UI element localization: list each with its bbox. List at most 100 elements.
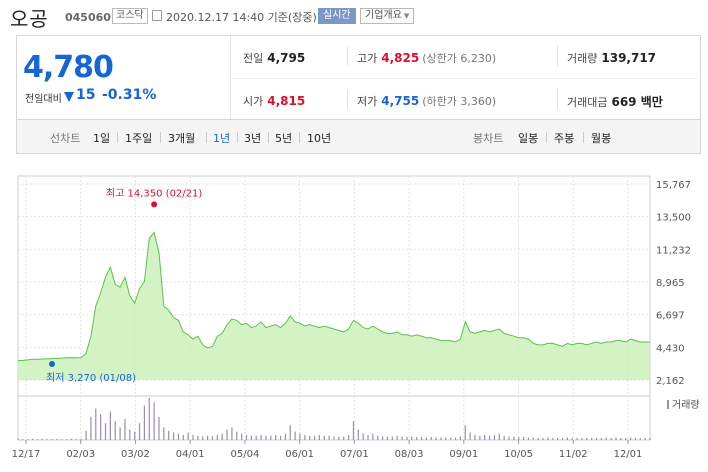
volume-bar bbox=[318, 434, 321, 440]
volume-bar bbox=[304, 434, 306, 440]
low-marker bbox=[49, 361, 55, 368]
stock-header: 오공 045060 코스닥 2020.12.17 14:40 기준(장중) 실시… bbox=[0, 0, 708, 31]
volume-bar bbox=[309, 435, 311, 440]
tab-1w[interactable]: 1주일 bbox=[125, 132, 153, 145]
volume-label: 거래량 bbox=[567, 52, 598, 65]
divider bbox=[347, 46, 348, 66]
tab-weekly[interactable]: 주봉 bbox=[554, 132, 575, 145]
volume-bar bbox=[51, 439, 53, 440]
tab-5y[interactable]: 5년 bbox=[275, 132, 293, 145]
tab-3m[interactable]: 3개월 bbox=[168, 132, 196, 145]
volume-bar bbox=[386, 436, 389, 440]
volume-bar bbox=[284, 433, 286, 440]
volume-bar bbox=[90, 416, 92, 440]
volume-bar bbox=[435, 437, 437, 440]
volume-bar bbox=[620, 437, 622, 440]
amount-cell: 거래대금 669 백만 bbox=[567, 93, 663, 110]
volume-bar bbox=[561, 437, 564, 440]
volume-bar bbox=[70, 438, 73, 440]
open-value: 4,815 bbox=[267, 94, 306, 108]
volume-bar bbox=[532, 437, 534, 440]
volume-bar bbox=[241, 433, 243, 440]
volume-bar bbox=[124, 419, 126, 440]
volume-bar bbox=[377, 435, 379, 440]
volume-bar bbox=[352, 421, 355, 440]
divider bbox=[546, 132, 547, 143]
volume-bar bbox=[488, 435, 491, 440]
volume-bar bbox=[440, 437, 442, 440]
divider bbox=[583, 132, 584, 143]
volume-bar bbox=[289, 425, 291, 440]
price-area bbox=[18, 232, 650, 380]
volume-bar bbox=[552, 437, 554, 440]
volume-bar bbox=[396, 435, 398, 440]
volume-bar bbox=[649, 437, 651, 440]
tab-1y[interactable]: 1년 bbox=[213, 132, 231, 145]
x-tick-label: 12/17 bbox=[12, 449, 41, 460]
volume-bar bbox=[347, 434, 350, 440]
y-tick-label: 8,965 bbox=[656, 278, 685, 289]
volume-bar bbox=[245, 434, 248, 440]
volume-bar bbox=[323, 435, 325, 440]
volume-bar bbox=[425, 437, 427, 440]
tab-monthly[interactable]: 월봉 bbox=[591, 132, 612, 145]
quote-panel: 4,780 전일대비 15 -0.31% 전일 4,795 고가 4,825 (상한가… bbox=[16, 35, 701, 120]
volume-bar bbox=[479, 435, 481, 440]
high-annotation: 최고 14,350 (02/21) bbox=[106, 187, 202, 199]
quote-row-1: 전일 4,795 고가 4,825 (상한가 6,230) 거래량 139,717 bbox=[231, 36, 701, 78]
divider bbox=[237, 132, 238, 143]
divider bbox=[268, 132, 269, 143]
volume-bar bbox=[420, 437, 423, 440]
volume-bar bbox=[279, 435, 282, 440]
x-tick-label: 11/02 bbox=[559, 449, 588, 460]
company-info-dropdown[interactable]: 기업개요 ▼ bbox=[360, 8, 415, 24]
volume-bar bbox=[216, 434, 218, 440]
change-value: 15 bbox=[76, 87, 96, 103]
tab-10y[interactable]: 10년 bbox=[307, 132, 332, 145]
volume-bar bbox=[56, 438, 58, 440]
tab-1d[interactable]: 1일 bbox=[93, 132, 111, 145]
volume-bar bbox=[119, 427, 121, 440]
volume-bar bbox=[610, 437, 612, 440]
volume-bar bbox=[644, 437, 646, 440]
low-cell: 저가 4,755 (하한가 3,360) bbox=[357, 93, 496, 109]
volume-value: 139,717 bbox=[601, 51, 657, 65]
x-tick-label: 09/01 bbox=[449, 449, 478, 460]
volume-bar bbox=[148, 398, 150, 440]
volume-bar bbox=[187, 432, 189, 440]
volume-bar bbox=[595, 437, 598, 440]
line-chart-label: 선차트 bbox=[50, 132, 81, 145]
volume-bar bbox=[615, 437, 617, 440]
current-price: 4,780 bbox=[23, 50, 114, 85]
volume-bar bbox=[27, 439, 29, 440]
volume-bar bbox=[22, 439, 24, 440]
volume-bar bbox=[202, 436, 204, 440]
y-tick-label: 6,697 bbox=[656, 311, 685, 322]
volume-bar bbox=[250, 435, 252, 440]
tab-3y[interactable]: 3년 bbox=[244, 132, 262, 145]
x-tick-label: 06/01 bbox=[285, 449, 314, 460]
volume-bar bbox=[459, 436, 461, 440]
high-label: 고가 bbox=[357, 52, 378, 65]
divider bbox=[557, 46, 558, 66]
volume-bar bbox=[138, 423, 141, 440]
volume-bar bbox=[581, 437, 583, 440]
volume-bar bbox=[163, 427, 165, 440]
clock-icon bbox=[152, 10, 162, 21]
volume-bar bbox=[192, 434, 194, 440]
y-tick-label: 15,767 bbox=[656, 180, 691, 191]
high-marker bbox=[151, 201, 158, 208]
volume-bar bbox=[605, 437, 607, 440]
volume-bar bbox=[542, 437, 544, 440]
volume-bar bbox=[591, 437, 593, 440]
volume-bar bbox=[85, 430, 87, 440]
tab-daily[interactable]: 일봉 bbox=[518, 132, 539, 145]
realtime-button[interactable]: 실시간 bbox=[318, 8, 356, 24]
upper-limit: (상한가 6,230) bbox=[422, 52, 497, 65]
divider bbox=[117, 132, 118, 143]
volume-bar bbox=[625, 437, 627, 440]
volume-bar bbox=[100, 413, 102, 440]
volume-bar bbox=[357, 429, 359, 440]
volume-bar bbox=[182, 434, 184, 440]
stock-name: 오공 bbox=[10, 7, 49, 31]
